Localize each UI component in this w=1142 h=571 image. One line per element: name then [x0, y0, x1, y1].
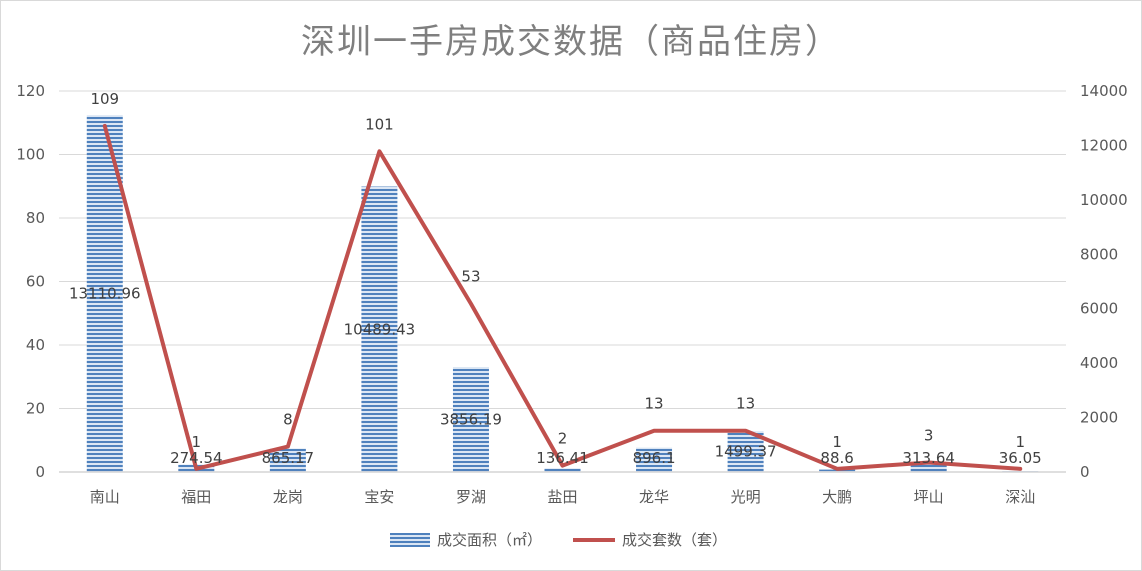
y-left-tick-label: 0 — [35, 463, 45, 481]
bar-data-label: 136.41 — [536, 449, 589, 467]
bar-data-label: 88.6 — [820, 449, 853, 467]
y-left-tick-label: 80 — [26, 209, 45, 227]
line-data-label: 8 — [283, 411, 293, 429]
y-left-tick-label: 40 — [26, 336, 45, 354]
bar-data-label: 274.54 — [170, 449, 223, 467]
gridlines — [59, 90, 1066, 409]
x-tick-label: 龙岗 — [273, 488, 303, 506]
x-tick-label: 盐田 — [547, 488, 577, 506]
bar-data-label: 3856.19 — [440, 411, 502, 429]
bar — [361, 186, 398, 472]
axes: 0 20 40 60 80 100 120 0 2000 4000 6000 8000 10000 120… — [16, 82, 1127, 506]
y-left-tick-label: 60 — [26, 273, 45, 291]
bar-data-label: 865.17 — [262, 449, 315, 467]
bar-data-label: 10489.43 — [344, 320, 416, 338]
y-right-tick-label: 2000 — [1080, 409, 1118, 427]
y-right-tick-label: 8000 — [1080, 245, 1118, 263]
bar-series — [86, 115, 1039, 473]
y-left-tick-label: 20 — [26, 400, 45, 418]
x-tick-label: 罗湖 — [456, 488, 486, 506]
line-data-label: 13 — [736, 395, 755, 413]
y-right-tick-label: 0 — [1080, 463, 1090, 481]
line-data-label: 101 — [365, 115, 394, 133]
y-right-tick-label: 10000 — [1080, 191, 1128, 209]
bar-data-label: 313.64 — [902, 449, 955, 467]
line-data-label: 3 — [924, 426, 934, 444]
bar — [269, 448, 306, 472]
bar — [910, 463, 947, 472]
line-data-label: 2 — [558, 430, 568, 448]
series-line — [102, 123, 1023, 471]
data-labels: 13110.96 274.54 865.17 10489.43 3856.19 136.4… — [69, 90, 1042, 467]
line-data-label: 1 — [832, 433, 842, 451]
y-right-tick-label: 12000 — [1080, 136, 1128, 154]
x-tick-label: 南山 — [90, 488, 120, 506]
line-data-label: 1 — [1015, 433, 1025, 451]
legend-label-bar: 成交面积（㎡） — [437, 531, 542, 549]
legend-label-line: 成交套数（套） — [622, 531, 727, 549]
x-tick-label: 宝安 — [364, 488, 394, 506]
bar-data-label: 896.1 — [633, 449, 676, 467]
bar-data-label: 1499.37 — [715, 443, 777, 461]
line-series — [102, 123, 1023, 471]
chart-title: 深圳一手房成交数据（商品住房） — [301, 22, 841, 62]
line-data-label: 13 — [644, 395, 663, 413]
x-tick-label: 福田 — [181, 488, 211, 506]
line-data-label: 1 — [192, 433, 202, 451]
y-right-tick-label: 6000 — [1080, 300, 1118, 318]
bar-data-label: 13110.96 — [69, 285, 141, 303]
x-tick-label: 龙华 — [639, 488, 669, 506]
y-right-tick-label: 4000 — [1080, 354, 1118, 372]
x-tick-label: 光明 — [731, 488, 761, 506]
legend-swatch-bar — [390, 533, 430, 547]
x-tick-label: 大鹏 — [822, 488, 852, 506]
x-tick-label: 坪山 — [914, 488, 944, 506]
line-data-label: 53 — [461, 268, 480, 286]
legend: 成交面积（㎡） 成交套数（套） — [390, 531, 727, 549]
bar — [452, 367, 489, 472]
bar — [727, 431, 764, 472]
y-right-tick-label: 14000 — [1080, 82, 1128, 100]
line-data-label: 109 — [90, 90, 119, 108]
bar-data-label: 36.05 — [999, 449, 1042, 467]
bar — [544, 468, 581, 472]
bar — [636, 447, 673, 472]
x-tick-label: 深汕 — [1005, 488, 1035, 506]
y-left-tick-label: 120 — [16, 82, 45, 100]
y-left-tick-label: 100 — [16, 146, 45, 164]
